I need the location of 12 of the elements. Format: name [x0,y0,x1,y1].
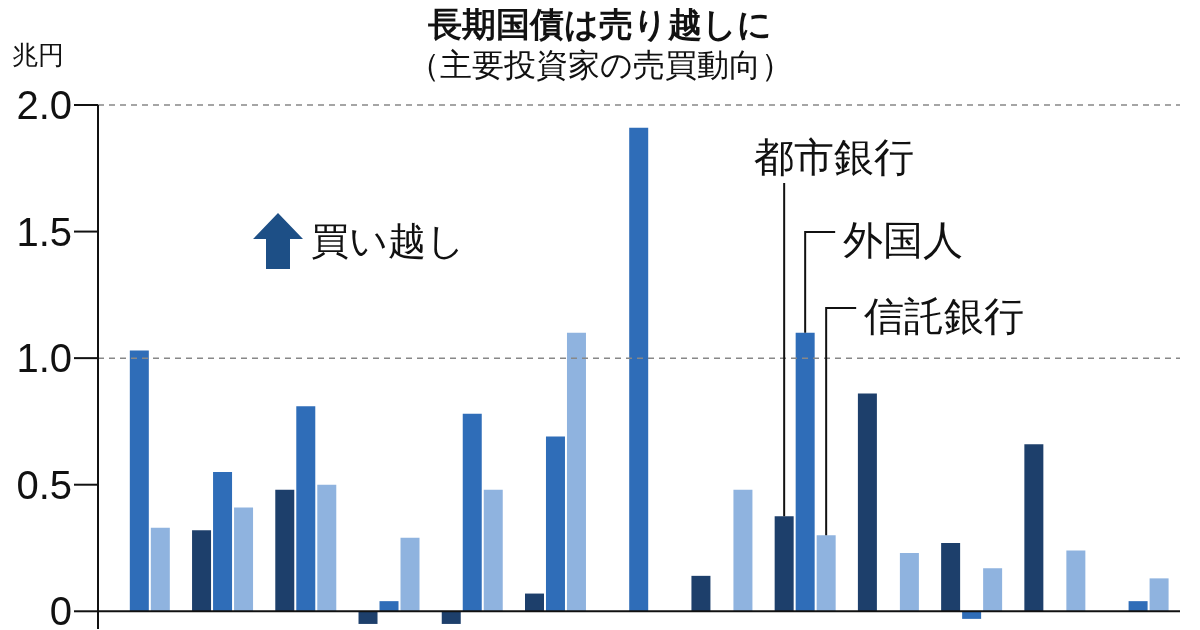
y-axis-title: 兆円 [12,39,64,72]
y-tick-label: 1.0 [16,336,72,381]
text: 都市銀行 [754,135,915,179]
annotation: 買い越し [311,218,465,264]
chart-subtitle: （主要投資家の売買動向） [407,47,793,83]
y-tick-label: 1.5 [16,209,72,254]
text: 信託銀行 [864,294,1025,338]
y-tick-label: 2.0 [16,83,72,128]
y-tick-label: 0.5 [16,462,72,507]
series-label: 外国人 [843,218,964,262]
y-tick-label: 0 [49,589,72,630]
chart-title: 長期国債は売り越しに [428,7,772,43]
